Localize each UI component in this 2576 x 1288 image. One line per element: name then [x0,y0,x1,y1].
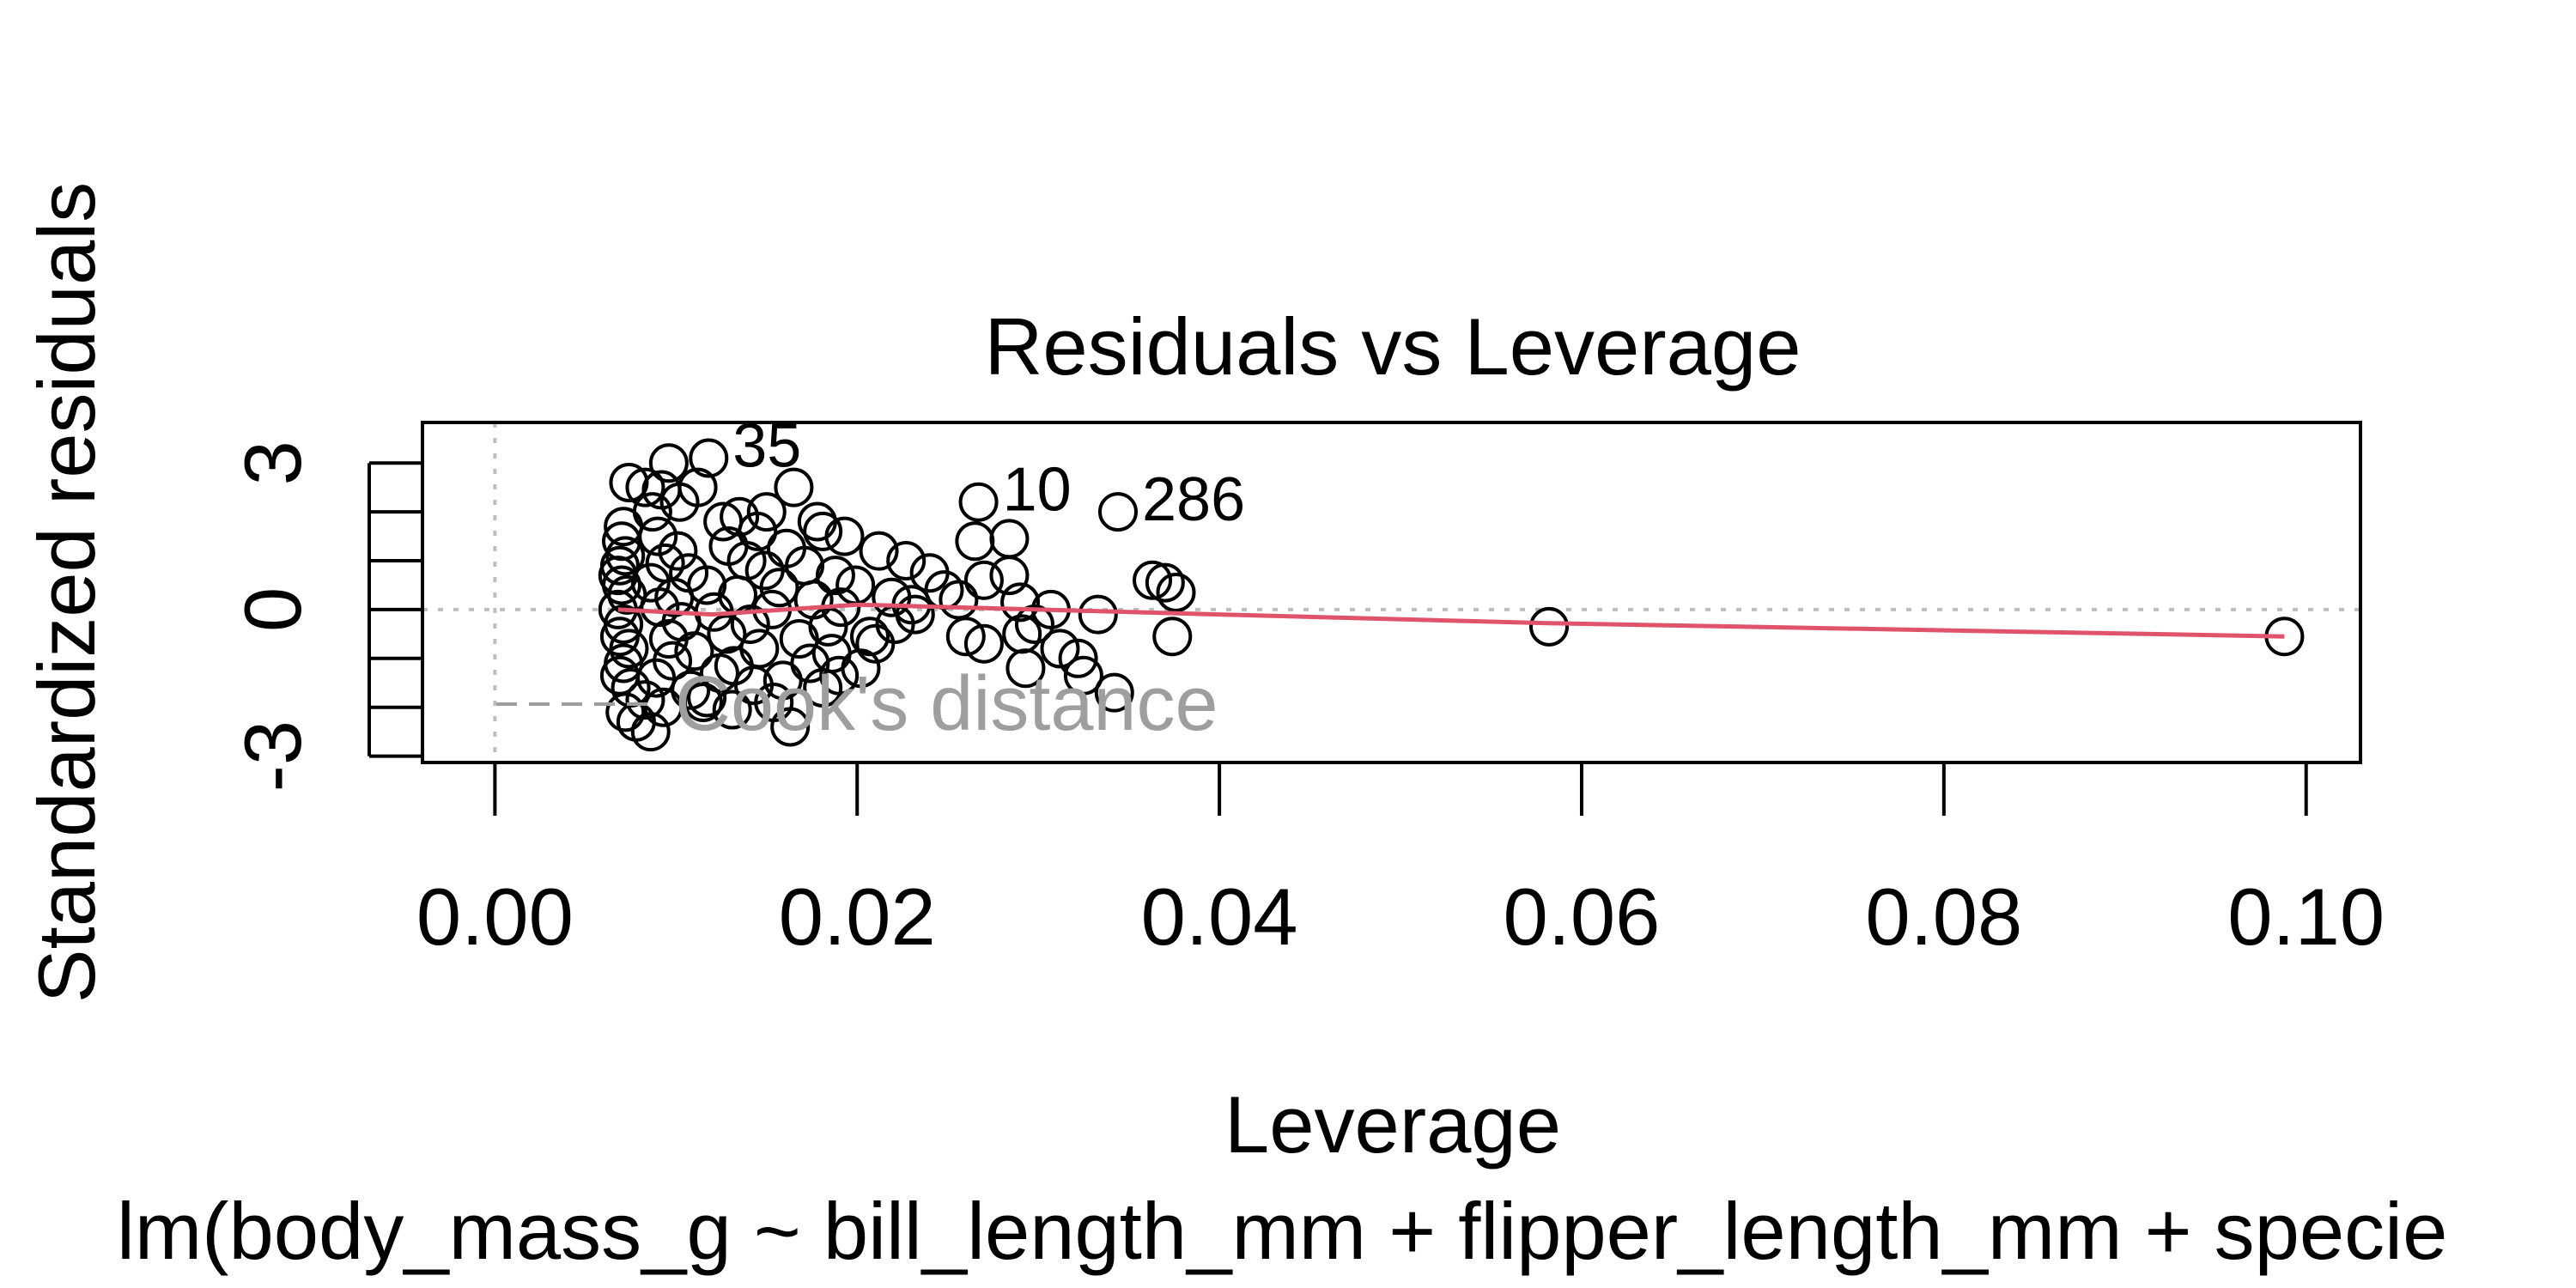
data-point [1063,655,1103,696]
data-point [636,658,677,698]
data-point [855,623,896,664]
data-point [687,677,727,718]
data-point [699,653,739,693]
smoother-line [617,602,2285,639]
data-point [1040,629,1080,669]
data-point [955,521,995,562]
data-point [963,560,1004,600]
point-label: 286 [1142,465,1245,534]
y-tick-label: -3 [228,720,318,793]
data-point [638,516,678,556]
chart-title: Residuals vs Leverage [985,301,1801,392]
data-point [609,462,649,502]
y-tick-label: 3 [228,440,318,485]
data-point [630,562,671,603]
x-axis-label: Leverage [1224,1079,1561,1170]
data-point [1133,560,1173,600]
data-point [625,680,665,720]
data-point [1000,582,1041,623]
x-tick-label: 0.10 [2227,872,2385,962]
cooks-distance-legend: Cook's distance [496,661,1218,747]
x-axis: 0.00 0.02 0.04 0.06 0.08 0.10 [416,761,2385,962]
y-tick-label: 0 [228,587,318,632]
model-formula-caption: lm(body_mass_g ~ bill_length_mm + flippe… [117,1186,2447,1276]
data-point [683,683,723,723]
data-point [712,690,752,730]
data-point [841,648,881,689]
data-point [1529,606,1570,647]
data-point [759,568,799,608]
data-point [1156,573,1196,612]
data-point [648,619,689,659]
x-tick-label: 0.04 [1141,872,1298,962]
point-label: 35 [732,412,801,481]
data-point [730,604,770,644]
data-point [648,443,689,483]
data-point [824,516,865,556]
data-point [630,712,671,752]
data-point [886,541,927,581]
data-point [803,667,843,708]
y-axis: -3 0 3 [228,440,422,792]
data-point [625,467,665,507]
data-point [958,482,999,522]
data-point [605,536,646,576]
data-point [859,531,899,571]
data-point [1094,672,1134,713]
x-tick-label: 0.08 [1865,872,2022,962]
data-point [674,631,714,671]
data-point [1005,648,1046,689]
cooks-distance-legend-label: Cook's distance [675,661,1218,747]
x-tick-label: 0.00 [416,872,574,962]
data-point [762,660,803,701]
data-point [1078,594,1118,635]
data-point [1058,638,1098,678]
data-point [945,617,986,657]
data-point [770,707,811,747]
data-point [803,511,843,551]
data-point [815,556,855,596]
data-point [605,692,646,732]
data-point [1152,617,1193,657]
x-tick-label: 0.06 [1504,872,1661,962]
data-point [746,492,787,532]
data-point [793,580,834,620]
data-point [1097,492,1138,532]
plot-area [422,422,2360,762]
data-point [963,623,1004,664]
data-point [599,617,640,657]
data-point [707,614,747,654]
data-point [658,531,698,571]
data-point [939,580,979,620]
x-tick-label: 0.02 [779,872,936,962]
data-point [774,467,814,507]
point-label: 10 [1003,456,1072,525]
data-point [659,482,700,522]
data-point [602,565,642,605]
data-point [689,438,729,478]
data-point [779,619,819,659]
y-axis-label: Standardized residuals [21,182,112,1003]
data-point [1145,562,1185,603]
data-point [989,519,1030,559]
